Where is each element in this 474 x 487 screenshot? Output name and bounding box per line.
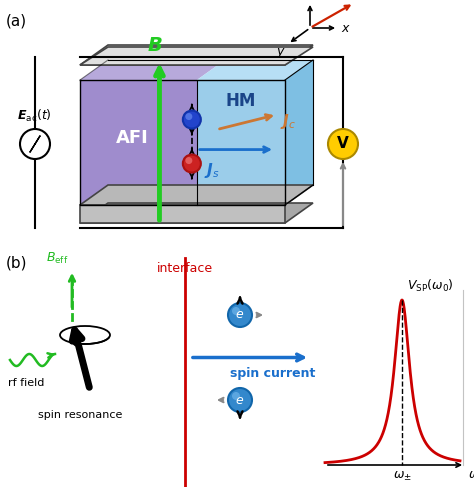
Polygon shape — [80, 185, 313, 205]
Text: AFI: AFI — [116, 129, 149, 147]
Text: spin current: spin current — [230, 368, 315, 380]
Polygon shape — [197, 60, 313, 80]
Text: interface: interface — [157, 262, 213, 275]
Text: rf field: rf field — [8, 378, 45, 388]
Text: $e$: $e$ — [236, 308, 245, 321]
Text: $\boldsymbol{e}_{[111]}$: $\boldsymbol{e}_{[111]}$ — [356, 0, 386, 1]
Polygon shape — [80, 205, 285, 223]
Circle shape — [228, 303, 252, 327]
Circle shape — [20, 129, 50, 159]
Polygon shape — [197, 80, 285, 205]
Polygon shape — [80, 80, 197, 205]
Text: $y$: $y$ — [276, 46, 286, 60]
Text: HM: HM — [226, 92, 256, 110]
Polygon shape — [80, 203, 313, 223]
Circle shape — [232, 392, 240, 400]
Text: $\omega_{\pm}$: $\omega_{\pm}$ — [392, 470, 411, 483]
Text: $x$: $x$ — [341, 21, 351, 35]
Text: $e$: $e$ — [236, 393, 245, 407]
Text: $\boldsymbol{E}_{\rm ac}(t)$: $\boldsymbol{E}_{\rm ac}(t)$ — [17, 108, 52, 124]
Text: $\boldsymbol{J}_c$: $\boldsymbol{J}_c$ — [280, 112, 296, 131]
Polygon shape — [80, 47, 313, 65]
Text: $V_{\rm SP}(\omega_0)$: $V_{\rm SP}(\omega_0)$ — [407, 278, 454, 294]
Circle shape — [232, 307, 240, 315]
Circle shape — [328, 129, 358, 159]
Circle shape — [183, 154, 201, 172]
Polygon shape — [80, 60, 225, 80]
Text: $B_{\rm eff}$: $B_{\rm eff}$ — [46, 251, 68, 266]
Circle shape — [183, 111, 201, 129]
Text: (b): (b) — [6, 256, 27, 271]
Text: (a): (a) — [6, 14, 27, 29]
Circle shape — [185, 113, 192, 120]
Text: $\boldsymbol{J}_s$: $\boldsymbol{J}_s$ — [204, 161, 219, 180]
Text: spin resonance: spin resonance — [38, 410, 122, 420]
Text: $\omega_0$: $\omega_0$ — [468, 470, 474, 483]
Polygon shape — [80, 45, 313, 65]
Text: V: V — [337, 136, 349, 151]
Polygon shape — [285, 60, 313, 205]
Circle shape — [185, 157, 192, 164]
Circle shape — [228, 388, 252, 412]
Text: $\boldsymbol{B}$: $\boldsymbol{B}$ — [146, 36, 162, 55]
